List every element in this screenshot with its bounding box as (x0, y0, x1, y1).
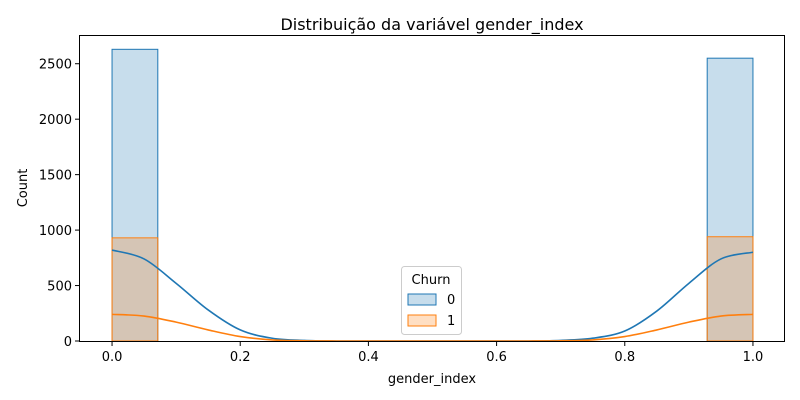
x-tick-label: 0.0 (102, 350, 123, 365)
x-axis: 0.0 0.2 0.4 0.6 0.8 1.0 (102, 341, 764, 365)
y-axis-label: Count (16, 169, 31, 208)
histogram-bar-series-0-bin-0 (111, 48, 159, 342)
x-tick-label: 0.2 (230, 350, 251, 365)
plot-frame (79, 35, 785, 342)
x-axis-label: gender_index (388, 372, 476, 387)
legend-box (401, 266, 462, 335)
histogram-bar-series-1-bin-1 (706, 236, 754, 342)
y-axis: 0 500 1000 1500 2000 2500 (39, 58, 80, 350)
chart-title: Distribuição da variável gender_index (280, 15, 583, 35)
histogram-bar-series-0-bin-1 (706, 57, 754, 342)
legend-label-1: 1 (447, 314, 455, 329)
bars-layer (111, 48, 754, 342)
x-tick-label: 1.0 (743, 350, 764, 365)
legend-title: Churn (412, 273, 451, 288)
legend-swatch-0 (407, 293, 437, 306)
legend-swatch-1 (407, 314, 437, 327)
x-tick-label: 0.6 (486, 350, 507, 365)
y-tick-label: 500 (47, 280, 72, 295)
y-tick-label: 0 (64, 335, 72, 350)
y-tick-label: 2000 (39, 113, 72, 128)
histogram-bar-series-1-bin-0 (111, 237, 159, 342)
legend-label-0: 0 (447, 293, 455, 308)
y-tick-label: 1000 (39, 224, 72, 239)
x-tick-label: 0.8 (614, 350, 635, 365)
y-tick-label: 2500 (39, 58, 72, 73)
x-tick-label: 0.4 (358, 350, 379, 365)
legend: Churn 0 1 (401, 266, 462, 335)
y-tick-label: 1500 (39, 169, 72, 184)
